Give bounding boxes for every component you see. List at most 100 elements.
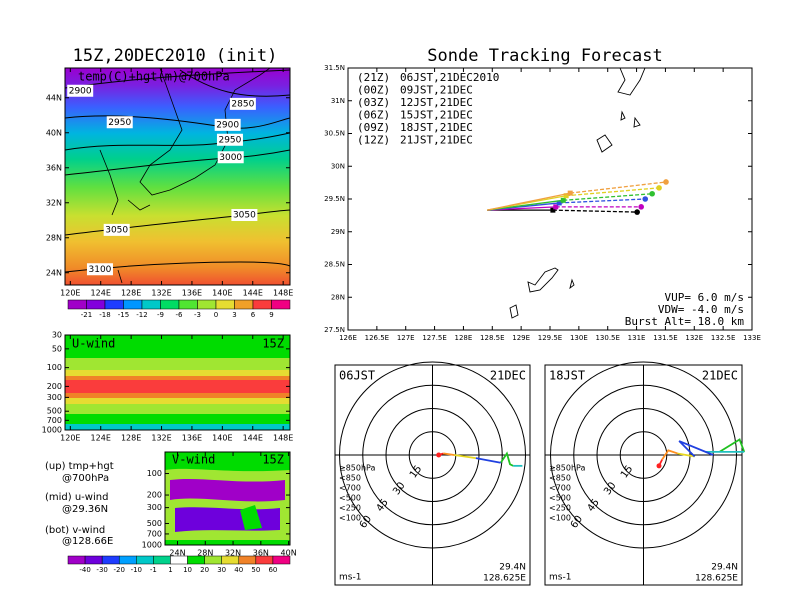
burst-point: [563, 193, 569, 199]
colorbar-label: -30: [96, 566, 107, 574]
contour-label-bg: [106, 116, 133, 129]
x-tick-label: 144E: [243, 434, 263, 443]
x-tick-label: 127.5E: [422, 334, 446, 342]
colorbar-box: [118, 555, 137, 565]
colorbar-label: -40: [79, 566, 90, 574]
colorbar-box: [272, 555, 291, 565]
x-tick-label: 131.5E: [653, 334, 677, 342]
colorbar-box: [271, 299, 291, 310]
contour-label-bg: [217, 151, 244, 164]
x-tick-label: 128E: [455, 334, 473, 342]
y-tick-label: 29.5N: [324, 195, 345, 203]
x-tick-label: 132.5E: [711, 334, 735, 342]
hodo-ring: [619, 431, 668, 479]
param: VDW= -4.0 m/s: [658, 303, 744, 316]
hodo-lon: 128.625E: [483, 574, 526, 584]
x-tick-label: 28N: [197, 549, 213, 558]
x-tick-label: 132E: [151, 289, 171, 298]
colorbar-box: [84, 555, 103, 565]
colorbar-box: [141, 299, 161, 310]
legend-name: (09Z): [357, 121, 390, 134]
hodo-line: [475, 457, 501, 464]
colorbar-label: 0: [214, 311, 218, 319]
landing-point: [656, 185, 662, 191]
hodo-legend: <500: [339, 494, 361, 503]
colorbar-label: -3: [194, 311, 201, 319]
hodo-ring: [550, 361, 737, 549]
legend-name: (06Z): [357, 109, 390, 122]
y-tick-label: 1000: [142, 541, 162, 550]
note: (bot) v-wind: [45, 525, 105, 536]
colorbar-box: [252, 299, 272, 310]
x-tick-label: 140E: [212, 434, 232, 443]
colorbar-label: -21: [81, 311, 92, 319]
x-tick-label: 24N: [169, 549, 185, 558]
hodo-legend: <100: [549, 514, 571, 523]
v-field: [165, 452, 290, 545]
track-line: [487, 199, 564, 211]
legend-name: (00Z): [357, 84, 390, 97]
colorbar-box: [238, 555, 257, 565]
x-tick-label: 140E: [212, 289, 232, 298]
x-tick-label: 130.5E: [595, 334, 619, 342]
y-tick-label: 31N: [331, 97, 345, 105]
colorbar-label: 40: [234, 566, 243, 574]
contour-label: 3100: [89, 265, 112, 275]
y-tick-label: 300: [47, 393, 62, 402]
legend-time: 09JST,21DEC: [400, 84, 473, 97]
colorbar-label: -18: [99, 311, 110, 319]
contour-label-bg: [216, 133, 243, 146]
hodo-date: 21DEC: [490, 369, 526, 383]
x-tick-label: 126.5E: [365, 334, 389, 342]
x-tick-label: 120E: [60, 289, 80, 298]
burst-point: [567, 190, 573, 196]
hodo-line: [499, 451, 514, 467]
sonde-coast: [509, 68, 646, 319]
y-tick-label: 500: [47, 407, 62, 416]
contour-label: 3000: [219, 153, 242, 163]
y-tick-label: 29N: [331, 228, 345, 236]
y-tick-label: 28.5N: [324, 261, 345, 269]
legend-time: 18JST,21DEC: [400, 121, 473, 134]
colorbar-box: [86, 299, 106, 310]
landing-point: [649, 190, 655, 197]
y-tick-label: 300: [147, 503, 162, 512]
colorbar-label: 6: [251, 311, 256, 319]
contour-label: 2850: [231, 99, 254, 109]
x-tick-label: 124E: [91, 434, 111, 443]
colorbar-box: [187, 555, 205, 565]
legend-name: (03Z): [357, 96, 390, 109]
y-tick-label: 28N: [46, 233, 62, 242]
hodo-ring-label: 60: [569, 514, 585, 531]
colorbar-box: [101, 555, 120, 565]
x-tick-label: 144E: [243, 289, 263, 298]
colorbar-box: [197, 299, 217, 310]
colorbar-label: 20: [200, 566, 209, 574]
temp-title: 15Z,20DEC2010 (init): [73, 46, 278, 66]
v-frame: [164, 451, 291, 546]
param: VUP= 6.0 m/s: [665, 291, 744, 304]
legend-time: 12JST,21DEC: [400, 96, 473, 109]
hodo-line: [454, 454, 477, 459]
u-frame: [64, 334, 291, 431]
contour-label: 2900: [216, 120, 239, 130]
sonde-title: Sonde Tracking Forecast: [427, 46, 662, 66]
track-line: [552, 209, 638, 213]
y-tick-label: 31.5N: [324, 64, 345, 72]
colorbar-box: [221, 555, 240, 565]
colorbar-box: [215, 299, 235, 310]
contour-label: 3050: [105, 225, 128, 235]
x-tick-label: 127E: [397, 334, 415, 342]
hodo-line: [443, 452, 455, 456]
note: @128.66E: [62, 536, 113, 547]
contour-label-bg: [103, 223, 130, 236]
burst-point: [553, 204, 559, 210]
hodo-ring-label: 30: [391, 480, 407, 497]
y-tick-label: 700: [147, 529, 162, 538]
hodo-ring: [385, 408, 480, 502]
colorbar-box: [178, 299, 198, 310]
hodo-line: [678, 440, 714, 458]
x-tick-label: 131E: [628, 334, 646, 342]
colorbar-box: [104, 299, 124, 310]
x-tick-label: 129E: [512, 334, 530, 342]
